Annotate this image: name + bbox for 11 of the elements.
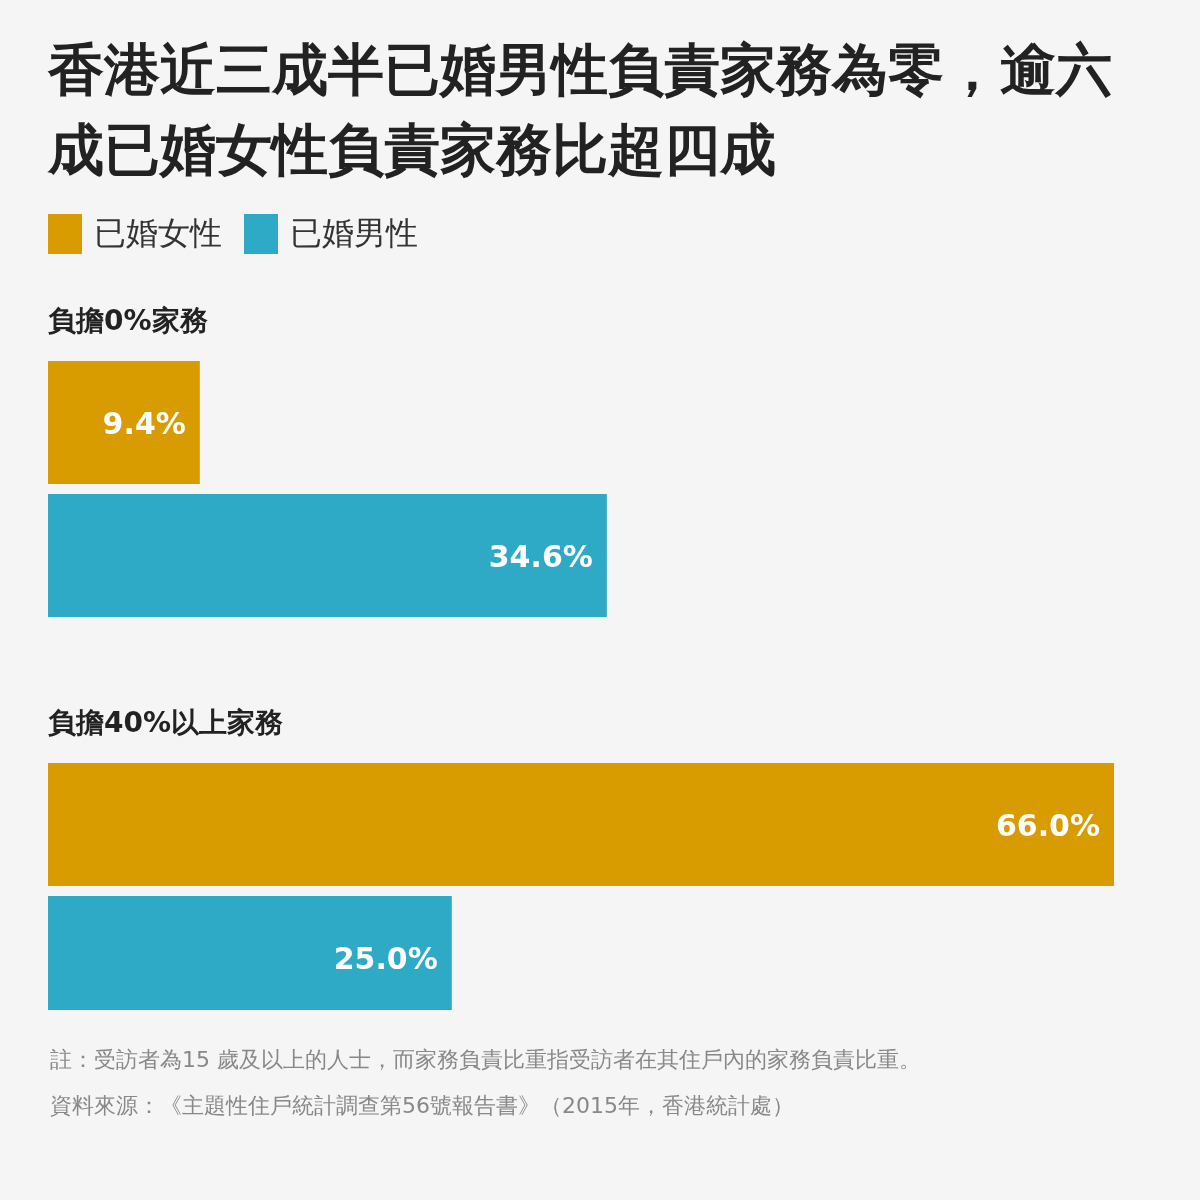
data-label: 25.0% bbox=[333, 940, 438, 976]
annotation: 註：受訪者為15 歲及以上的人士，而家務負責比重指受訪者在其住戶內的家務負責比重。 bbox=[50, 1046, 922, 1074]
y-tick-label: 負擔40%以上家務 bbox=[48, 706, 284, 739]
y-tick-label: 負擔0%家務 bbox=[48, 304, 208, 337]
legend-label: 已婚男性 bbox=[290, 213, 418, 254]
data-label: 34.6% bbox=[488, 538, 593, 574]
data-label: 9.4% bbox=[102, 405, 186, 441]
source-note: 資料來源：《主題性住戶統計調查第56號報告書》（2015年，香港統計處） bbox=[50, 1092, 795, 1120]
legend-label: 已婚女性 bbox=[94, 213, 222, 254]
chart-title: 香港近三成半已婚男性負責家務為零，逾六成已婚女性負責家務比超四成 bbox=[48, 36, 1113, 184]
data-label: 66.0% bbox=[995, 807, 1100, 843]
